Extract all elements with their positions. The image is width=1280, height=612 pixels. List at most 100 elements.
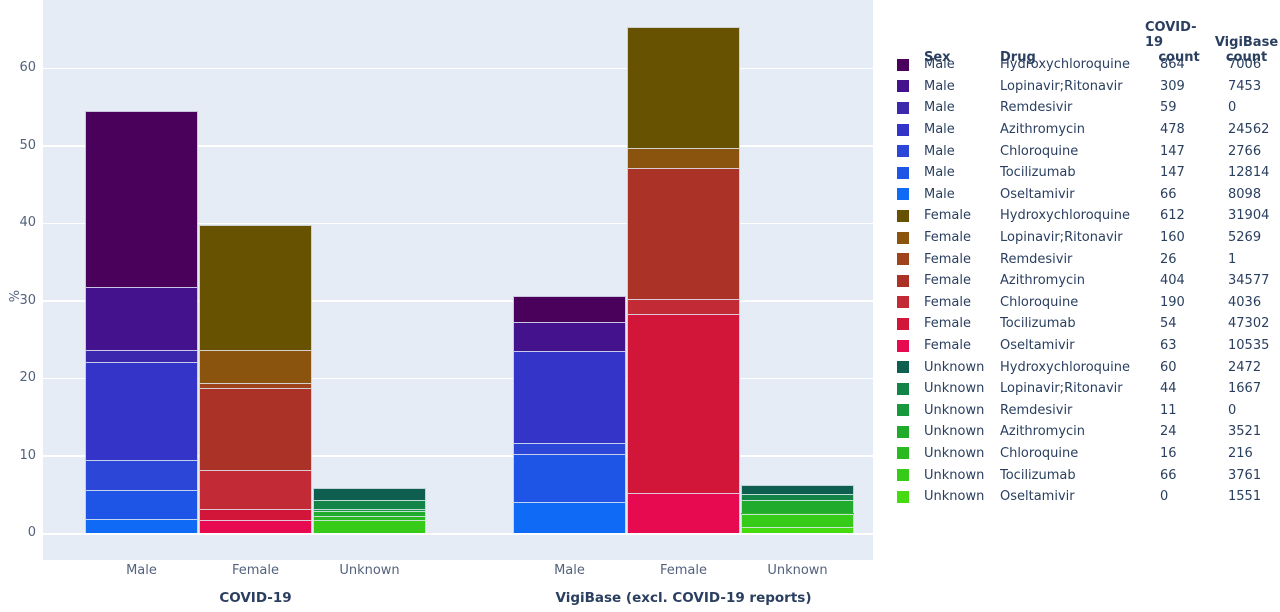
legend-sex: Female (924, 294, 972, 310)
bar-segment-covid19-male-remdesivir[interactable] (85, 349, 198, 362)
legend-row-18[interactable]: Unknown Chloroquine 16 216 (897, 443, 1280, 465)
legend-row-16[interactable]: Unknown Remdesivir 11 0 (897, 400, 1280, 422)
legend-vigibase-count: 1551 (1228, 489, 1262, 505)
legend-vigibase-count: 3761 (1228, 467, 1262, 483)
x-tick-label-covid19-female: Female (231, 563, 279, 578)
bar-segment-covid19-unknown-chloroquine[interactable] (313, 516, 426, 520)
legend-swatch (897, 339, 909, 352)
legend-drug: Azithromycin (1000, 424, 1086, 440)
legend-covid19-count: 864 (1160, 57, 1185, 73)
bar-segment-vigibase-male-lopinavir-ritonavir[interactable] (513, 322, 626, 351)
bar-segment-covid19-unknown-remdesivir[interactable] (313, 509, 426, 512)
bar-segment-covid19-female-oseltamivir[interactable] (199, 520, 312, 533)
bar-segment-vigibase-female-tocilizumab[interactable] (627, 313, 740, 494)
legend-swatch (897, 404, 909, 417)
legend-row-5[interactable]: Male Tocilizumab 147 12814 (897, 162, 1280, 184)
bar-segment-covid19-female-hydroxychloroquine[interactable] (199, 225, 312, 351)
bar-covid19-female[interactable] (199, 225, 312, 533)
bar-segment-covid19-unknown-tocilizumab[interactable] (313, 519, 426, 533)
legend-row-7[interactable]: Female Hydroxychloroquine 612 31904 (897, 205, 1280, 227)
legend-covid19-count: 147 (1160, 165, 1185, 181)
bar-segment-covid19-male-lopinavir-ritonavir[interactable] (85, 286, 198, 350)
legend-drug: Azithromycin (1000, 122, 1086, 138)
bar-segment-covid19-male-hydroxychloroquine[interactable] (85, 110, 198, 287)
bar-segment-covid19-female-chloroquine[interactable] (199, 470, 312, 510)
bar-segment-covid19-female-remdesivir[interactable] (199, 382, 312, 388)
legend-drug: Remdesivir (1000, 402, 1073, 418)
bar-segment-covid19-unknown-lopinavir-ritonavir[interactable] (313, 500, 426, 510)
bar-segment-covid19-female-lopinavir-ritonavir[interactable] (199, 350, 312, 383)
bar-vigibase-unknown[interactable] (741, 484, 854, 533)
legend-drug: Lopinavir;Ritonavir (1000, 381, 1123, 397)
legend-covid19-count: 54 (1160, 316, 1177, 332)
legend-drug: Remdesivir (1000, 100, 1073, 116)
bar-segment-vigibase-male-chloroquine[interactable] (513, 443, 626, 454)
bar-segment-vigibase-female-oseltamivir[interactable] (627, 493, 740, 533)
bar-segment-covid19-male-oseltamivir[interactable] (85, 519, 198, 533)
legend-row-3[interactable]: Male Azithromycin 478 24562 (897, 119, 1280, 141)
legend-row-17[interactable]: Unknown Azithromycin 24 3521 (897, 421, 1280, 443)
legend-vigibase-count: 24562 (1228, 122, 1270, 138)
bar-vigibase-male[interactable] (513, 295, 626, 533)
bar-segment-vigibase-unknown-hydroxychloroquine[interactable] (741, 484, 854, 494)
legend-sex: Male (924, 122, 955, 138)
legend-row-6[interactable]: Male Oseltamivir 66 8098 (897, 184, 1280, 206)
bar-segment-covid19-unknown-azithromycin[interactable] (313, 511, 426, 517)
legend-row-1[interactable]: Male Lopinavir;Ritonavir 309 7453 (897, 76, 1280, 98)
legend-sex: Unknown (924, 359, 985, 375)
bar-segment-vigibase-female-hydroxychloroquine[interactable] (627, 26, 740, 148)
bar-vigibase-female[interactable] (627, 26, 740, 533)
bar-segment-vigibase-female-lopinavir-ritonavir[interactable] (627, 147, 740, 168)
bar-segment-vigibase-male-hydroxychloroquine[interactable] (513, 295, 626, 323)
bar-segment-vigibase-female-chloroquine[interactable] (627, 298, 740, 314)
legend-swatch (897, 145, 909, 158)
bar-segment-vigibase-male-azithromycin[interactable] (513, 350, 626, 444)
legend-row-15[interactable]: Unknown Lopinavir;Ritonavir 44 1667 (897, 378, 1280, 400)
bar-segment-vigibase-male-oseltamivir[interactable] (513, 502, 626, 533)
bar-segment-vigibase-unknown-tocilizumab[interactable] (741, 513, 854, 528)
bar-segment-covid19-unknown-hydroxychloroquine[interactable] (313, 488, 426, 501)
legend-covid19-count: 59 (1160, 100, 1177, 116)
bar-segment-vigibase-female-azithromycin[interactable] (627, 167, 740, 299)
legend-rows: Male Hydroxychloroquine 864 7006 Male Lopinav… (897, 54, 1280, 507)
bar-segment-covid19-male-chloroquine[interactable] (85, 459, 198, 490)
legend-row-4[interactable]: Male Chloroquine 147 2766 (897, 140, 1280, 162)
bar-segment-vigibase-unknown-azithromycin[interactable] (741, 500, 854, 513)
legend-row-11[interactable]: Female Chloroquine 190 4036 (897, 292, 1280, 314)
legend-row-8[interactable]: Female Lopinavir;Ritonavir 160 5269 (897, 227, 1280, 249)
legend-row-14[interactable]: Unknown Hydroxychloroquine 60 2472 (897, 356, 1280, 378)
legend-row-20[interactable]: Unknown Oseltamivir 0 1551 (897, 486, 1280, 508)
legend-vigibase-count: 2472 (1228, 359, 1262, 375)
legend-row-2[interactable]: Male Remdesivir 59 0 (897, 97, 1280, 119)
legend-row-0[interactable]: Male Hydroxychloroquine 864 7006 (897, 54, 1280, 76)
bar-segment-covid19-female-tocilizumab[interactable] (199, 509, 312, 521)
legend-row-10[interactable]: Female Azithromycin 404 34577 (897, 270, 1280, 292)
x-tick-label-vigibase-unknown: Unknown (767, 563, 828, 578)
bar-segment-vigibase-unknown-oseltamivir[interactable] (741, 527, 854, 533)
legend-row-9[interactable]: Female Remdesivir 26 1 (897, 248, 1280, 270)
legend-sex: Female (924, 251, 972, 267)
legend-sex: Unknown (924, 402, 985, 418)
legend-sex: Female (924, 230, 972, 246)
legend-row-13[interactable]: Female Oseltamivir 63 10535 (897, 335, 1280, 357)
legend-sex: Male (924, 57, 955, 73)
bar-segment-covid19-male-azithromycin[interactable] (85, 361, 198, 460)
legend-swatch (897, 166, 909, 179)
bar-covid19-unknown[interactable] (313, 488, 426, 533)
legend-swatch (897, 382, 909, 395)
legend-swatch (897, 231, 909, 244)
legend-vigibase-count: 31904 (1228, 208, 1270, 224)
bar-covid19-male[interactable] (85, 110, 198, 533)
legend-drug: Azithromycin (1000, 273, 1086, 289)
bar-segment-covid19-male-tocilizumab[interactable] (85, 489, 198, 520)
legend-row-12[interactable]: Female Tocilizumab 54 47302 (897, 313, 1280, 335)
bar-segment-covid19-female-azithromycin[interactable] (199, 388, 312, 471)
legend-sex: Unknown (924, 489, 985, 505)
legend-row-19[interactable]: Unknown Tocilizumab 66 3761 (897, 464, 1280, 486)
bar-segment-vigibase-unknown-lopinavir-ritonavir[interactable] (741, 493, 854, 500)
legend-swatch (897, 274, 909, 287)
bar-segment-vigibase-unknown-chloroquine[interactable] (741, 512, 854, 514)
bar-segment-vigibase-male-tocilizumab[interactable] (513, 453, 626, 503)
gridline-10 (43, 455, 873, 457)
legend-covid19-count: 612 (1160, 208, 1185, 224)
